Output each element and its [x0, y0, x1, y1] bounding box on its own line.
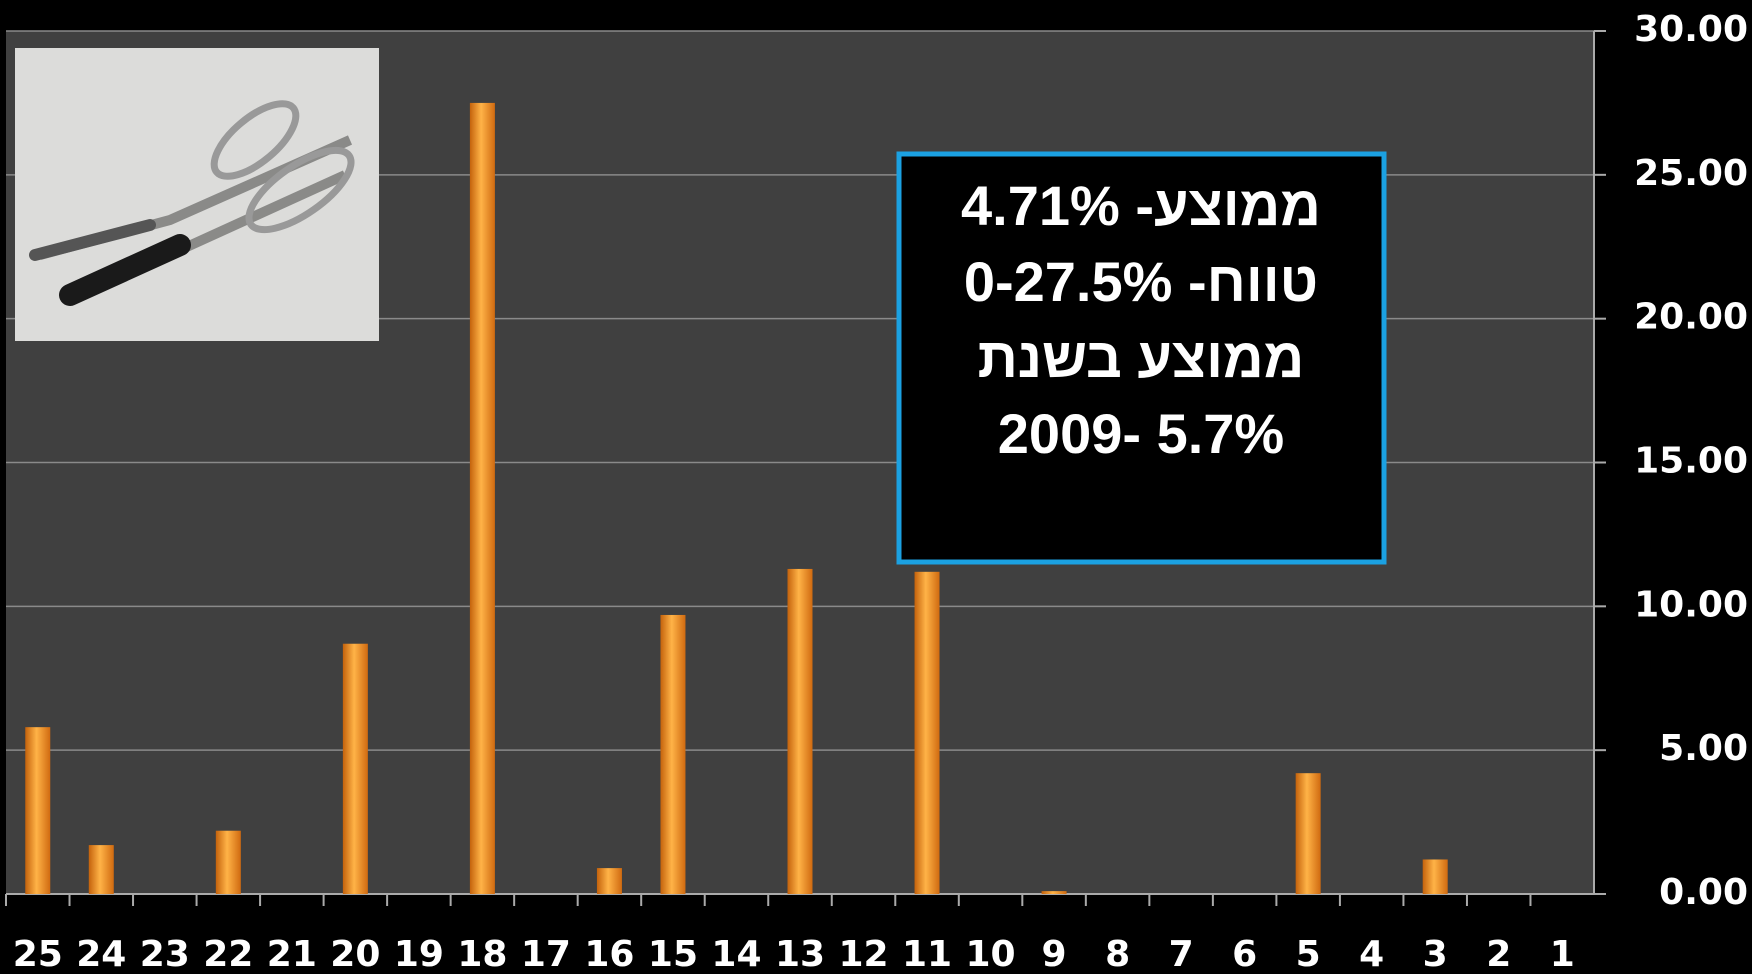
bar	[788, 569, 813, 894]
x-tick-label: 18	[457, 934, 507, 974]
x-tick-label: 2	[1486, 934, 1511, 974]
y-tick-label: 5.00	[1659, 728, 1748, 769]
x-tick-label: 16	[584, 934, 634, 974]
x-tick-label: 13	[775, 934, 825, 974]
x-tick-label: 22	[203, 934, 253, 974]
bar	[1296, 773, 1321, 894]
x-tick-label: 4	[1359, 934, 1384, 974]
bar	[660, 615, 685, 894]
x-tick-label: 25	[13, 934, 63, 974]
annotation-box: ממוצע- 4.71% טווח- 0-27.5% ממוצע בשנת 2009-…	[899, 154, 1384, 562]
x-tick-label: 14	[711, 934, 761, 974]
x-tick-label: 7	[1169, 934, 1194, 974]
x-tick-label: 9	[1042, 934, 1067, 974]
forceps-photo	[15, 48, 379, 341]
x-tick-label: 21	[267, 934, 317, 974]
y-tick-label: 20.00	[1634, 297, 1748, 338]
y-tick-label: 15.00	[1634, 441, 1748, 482]
x-tick-label: 19	[394, 934, 444, 974]
x-tick-label: 1	[1550, 934, 1575, 974]
x-tick-label: 17	[521, 934, 571, 974]
y-tick-label: 30.00	[1634, 9, 1748, 50]
page: {"chart_data": {"type": "bar", "categori…	[0, 0, 1752, 974]
x-tick-label: 20	[330, 934, 380, 974]
bar	[89, 845, 114, 894]
annotation-line: 2009- 5.7%	[998, 402, 1284, 465]
bar	[343, 644, 368, 894]
x-tick-label: 5	[1296, 934, 1321, 974]
x-tick-label: 3	[1423, 934, 1448, 974]
y-tick-label: 10.00	[1634, 584, 1748, 625]
bar	[1042, 891, 1067, 894]
bar	[25, 727, 50, 894]
bar	[1423, 859, 1448, 894]
annotation-line: טווח- 0-27.5%	[964, 250, 1318, 313]
x-tick-label: 12	[838, 934, 888, 974]
x-tick-label: 10	[966, 934, 1016, 974]
annotation-line: ממוצע בשנת	[978, 326, 1305, 389]
y-tick-label: 25.00	[1634, 153, 1748, 194]
annotation-line: ממוצע- 4.71%	[961, 174, 1321, 237]
bar	[597, 868, 622, 894]
y-tick-label: 0.00	[1659, 872, 1748, 913]
x-tick-label: 6	[1232, 934, 1257, 974]
x-tick-label: 8	[1105, 934, 1130, 974]
x-tick-label: 15	[648, 934, 698, 974]
x-tick-label: 11	[902, 934, 952, 974]
bar	[216, 831, 241, 894]
x-tick-label: 24	[76, 934, 126, 974]
bar	[915, 572, 940, 894]
x-tick-label: 23	[140, 934, 190, 974]
chart: ממוצע- 4.71% טווח- 0-27.5% ממוצע בשנת 2009-…	[0, 0, 1752, 974]
bar	[470, 103, 495, 894]
